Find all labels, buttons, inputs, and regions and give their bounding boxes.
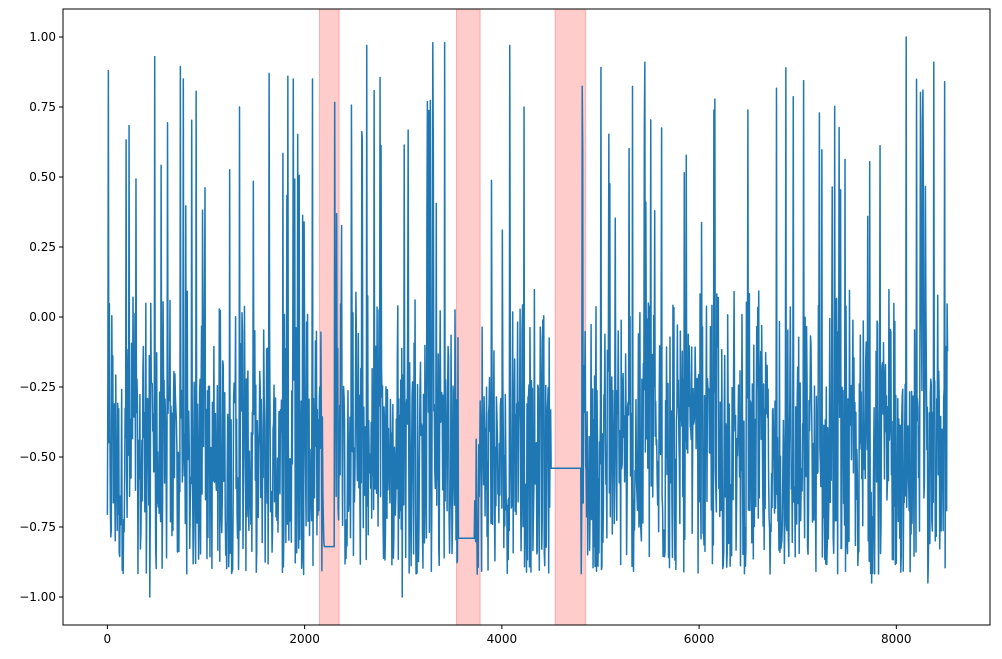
y-tick-label: 1.00 — [29, 30, 56, 44]
x-tick-label: 2000 — [289, 632, 320, 646]
y-tick-label: −0.75 — [19, 520, 56, 534]
x-tick-label: 8000 — [881, 632, 912, 646]
y-tick-label: 0.75 — [29, 100, 56, 114]
x-axis: 0 2000 4000 6000 8000 — [104, 625, 912, 646]
y-axis: −1.00 −0.75 −0.50 −0.25 0.00 0.25 0.50 0.75 1.00 — [19, 30, 63, 604]
y-tick-label: 0.50 — [29, 170, 56, 184]
x-tick-label: 4000 — [487, 632, 518, 646]
y-tick-label: −1.00 — [19, 590, 56, 604]
y-tick-label: −0.50 — [19, 450, 56, 464]
series-line — [106, 36, 949, 598]
x-tick-label: 6000 — [684, 632, 715, 646]
y-tick-label: 0.25 — [29, 240, 56, 254]
x-tick-label: 0 — [104, 632, 112, 646]
series-line-group — [106, 36, 949, 598]
y-tick-label: −0.25 — [19, 380, 56, 394]
y-tick-label: 0.00 — [29, 310, 56, 324]
